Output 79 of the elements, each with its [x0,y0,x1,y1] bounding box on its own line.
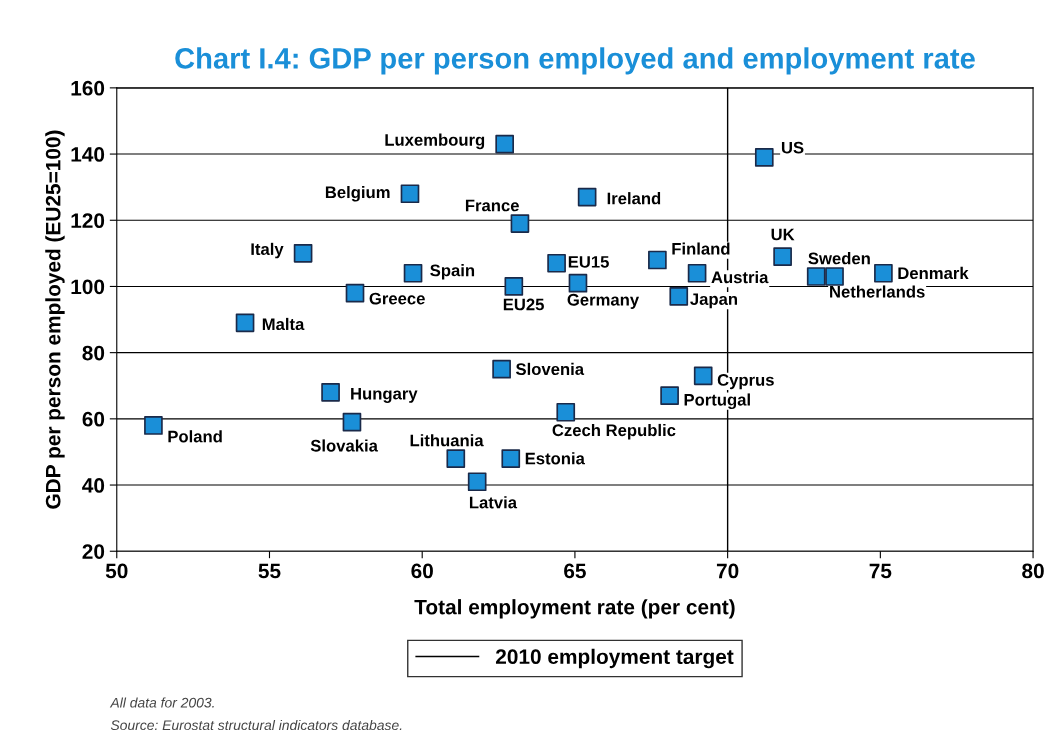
annotation: US [781,141,804,154]
x-tick-label: 60 [411,563,433,579]
annotation: Lithuania [410,434,484,447]
y-tick-label: 40 [82,478,105,493]
point [806,267,826,286]
point [510,214,530,233]
point [235,313,255,333]
point [504,277,524,296]
y-tick-label: 60 [82,411,105,427]
annotation: UK [771,228,795,241]
source-note: Source: Eurostat structural indicators database. [110,719,402,731]
text: All data for 2003. [109,697,214,708]
y-tick-label: 140 [71,147,105,162]
y-tick-label: 80 [82,345,105,361]
y-axis-title: GDP per person employed (EU25=100) [45,130,65,509]
annotation: Cyprus [717,374,774,390]
annotation: Finland [672,242,730,255]
annotation: Slovenia [515,362,585,376]
x-tick-label: 65 [564,563,586,579]
point [754,148,774,167]
point [825,267,844,286]
point [495,134,515,154]
annotation: Greece [369,292,425,305]
x-tick-label: 50 [105,563,128,579]
point [400,184,420,204]
y-tick-label: 20 [82,544,105,559]
x-axis-title: Total employment rate (per cent) [414,599,735,619]
x-tick-label: 55 [258,563,281,579]
point [687,263,707,283]
y-tick-label: 120 [71,213,105,229]
annotation: Czech Republic [552,423,676,440]
annotation: Italy [251,242,284,259]
point [293,244,313,263]
point [345,283,365,303]
annotation: Latvia [469,496,518,509]
point [669,287,689,306]
point [547,253,566,273]
point [342,412,362,432]
annotation: Germany [567,293,640,309]
point [492,359,511,379]
annotation: Ireland [607,192,661,205]
annotation: EU15 [568,256,609,268]
annotation: Austria [711,271,769,284]
annotation: Denmark [898,266,969,280]
point [467,472,487,492]
x-tick-label: 70 [716,563,739,579]
point [144,416,163,435]
annotation: Slovakia [310,439,379,452]
point [648,250,667,270]
point [773,247,792,267]
point [568,273,588,293]
point [693,366,713,386]
annotation: Spain [430,264,475,280]
annotation: Netherlands [830,285,925,298]
point [874,263,893,283]
annotation: Malta [262,317,305,331]
legend-label: 2010 employment target [495,648,734,669]
chart-title: Chart I.4: GDP per person employed and employment rate [175,47,975,75]
point [556,402,576,422]
point [446,449,466,468]
annotation: Estonia [525,452,585,465]
point [660,386,679,406]
y-tick-label: 160 [71,80,105,96]
annotation: EU25 [503,298,544,311]
x-tick-label: 80 [1022,563,1044,579]
point [403,263,423,283]
annotation: Sweden [808,252,870,265]
y-tick-label: 100 [71,279,105,295]
annotation: Poland [168,430,222,443]
point [501,449,521,468]
point [321,383,340,402]
x-tick-label: 75 [869,563,892,579]
annotation: Luxembourg [385,133,485,150]
point [577,187,597,207]
annotation: Portugal [684,393,750,410]
annotation: France [465,199,519,212]
annotation: Belgium [325,185,390,202]
annotation: Japan [690,293,738,309]
annotation: Hungary [351,387,418,403]
